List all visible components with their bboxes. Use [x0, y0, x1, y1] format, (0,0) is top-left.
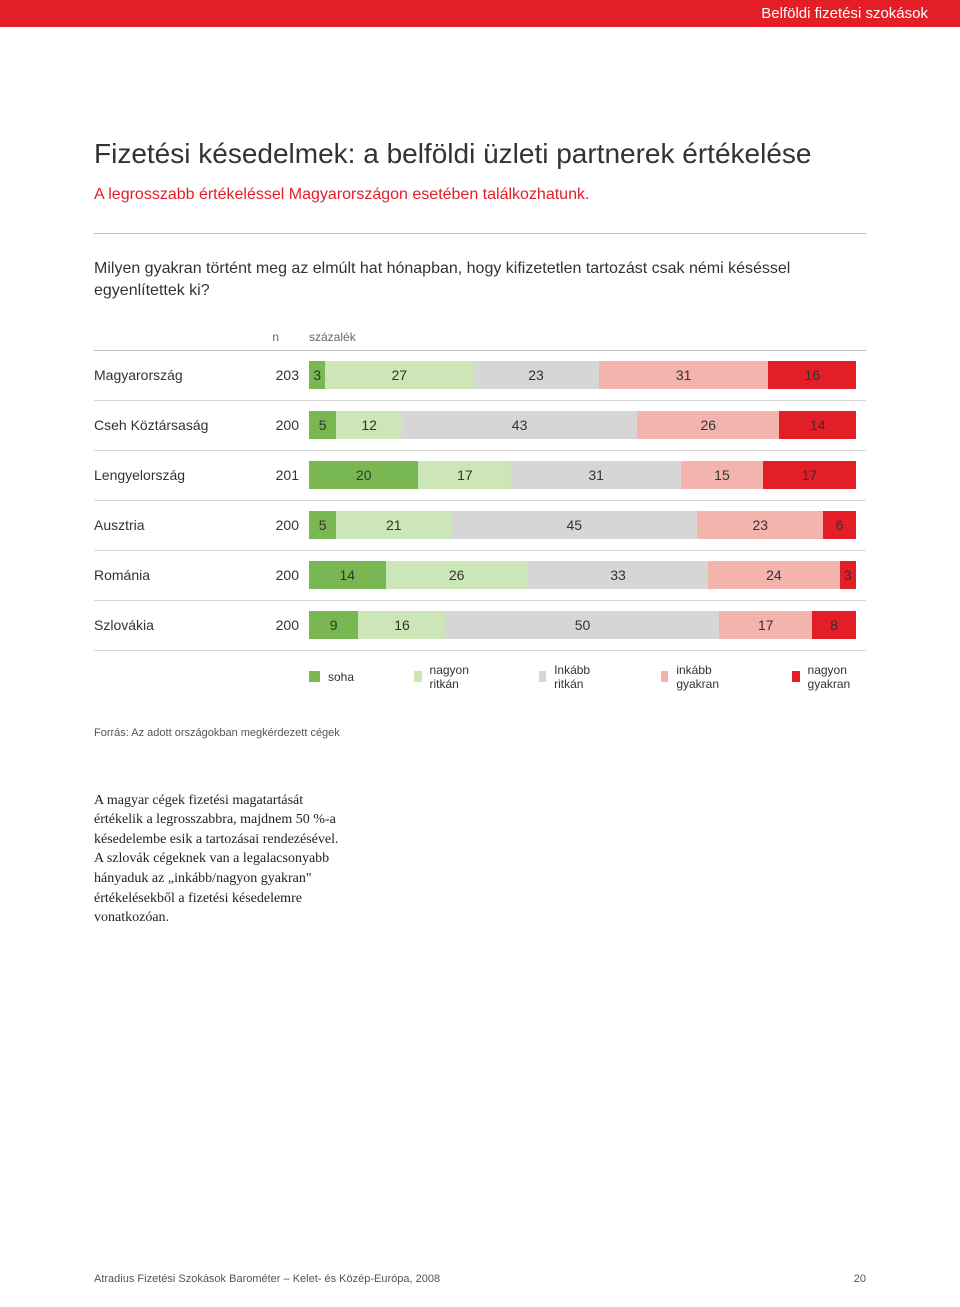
bar-segment: 26 — [637, 411, 779, 439]
bar-segment: 24 — [708, 561, 839, 589]
stacked-bar: 91650178 — [309, 611, 856, 639]
divider — [94, 233, 866, 234]
bar-wrap: 512432614 — [309, 411, 866, 439]
chart-legend: soha nagyon ritkán Inkább ritkán inkább gya… — [94, 663, 866, 691]
n-value: 200 — [264, 517, 309, 533]
bar-segment: 5 — [309, 511, 336, 539]
stacked-bar: 52145236 — [309, 511, 856, 539]
bar-segment: 33 — [528, 561, 709, 589]
chart-row: Cseh Köztársaság200512432614 — [94, 401, 866, 451]
bar-segment: 14 — [309, 561, 386, 589]
legend-label: Inkább ritkán — [554, 663, 601, 691]
stacked-bar: 512432614 — [309, 411, 856, 439]
page-title: Fizetési késedelmek: a belföldi üzleti p… — [94, 137, 866, 171]
bar-segment: 3 — [309, 361, 325, 389]
section-header: Belföldi fizetési szokások — [0, 0, 960, 27]
bar-segment: 17 — [418, 461, 511, 489]
chart-row: Ausztria20052145236 — [94, 501, 866, 551]
bar-segment: 9 — [309, 611, 358, 639]
chart-row: Szlovákia20091650178 — [94, 601, 866, 651]
chart-row: Románia200142633243 — [94, 551, 866, 601]
footer-page-number: 20 — [854, 1273, 866, 1285]
bar-segment: 8 — [812, 611, 856, 639]
bar-wrap: 91650178 — [309, 611, 866, 639]
bar-wrap: 2017311517 — [309, 461, 866, 489]
chart-source: Forrás: Az adott országokban megkérdezet… — [94, 727, 866, 739]
page-subtitle: A legrosszabb értékeléssel Magyarországo… — [94, 185, 866, 206]
legend-item: soha — [309, 670, 354, 684]
legend-swatch — [414, 671, 421, 682]
bar-segment: 23 — [697, 511, 823, 539]
country-label: Ausztria — [94, 517, 264, 533]
stacked-bar: 142633243 — [309, 561, 856, 589]
bar-wrap: 327233116 — [309, 361, 866, 389]
col-n-header: n — [94, 330, 289, 344]
bar-segment: 16 — [768, 361, 856, 389]
chart-header: n százalék — [94, 330, 866, 351]
col-pct-header: százalék — [289, 330, 866, 344]
chart-row: Magyarország203327233116 — [94, 351, 866, 401]
bar-segment: 21 — [336, 511, 451, 539]
legend-swatch — [661, 671, 669, 682]
bar-segment: 23 — [473, 361, 599, 389]
bar-wrap: 52145236 — [309, 511, 866, 539]
bar-segment: 5 — [309, 411, 336, 439]
stacked-bar-chart: n százalék Magyarország203327233116Cseh … — [94, 330, 866, 691]
bar-segment: 6 — [823, 511, 856, 539]
legend-swatch — [792, 671, 800, 682]
bar-segment: 14 — [779, 411, 856, 439]
bar-segment: 27 — [325, 361, 473, 389]
country-label: Magyarország — [94, 367, 264, 383]
body-copy: A magyar cégek fizetési magatartását ért… — [94, 791, 339, 928]
chart-row: Lengyelország2012017311517 — [94, 451, 866, 501]
legend-label: soha — [328, 670, 354, 684]
legend-label: nagyon ritkán — [430, 663, 479, 691]
survey-question: Milyen gyakran történt meg az elmúlt hat… — [94, 258, 814, 301]
stacked-bar: 327233116 — [309, 361, 856, 389]
bar-segment: 26 — [386, 561, 528, 589]
bar-segment: 50 — [446, 611, 720, 639]
country-label: Románia — [94, 567, 264, 583]
legend-item: nagyon gyakran — [792, 663, 866, 691]
bar-segment: 31 — [511, 461, 681, 489]
bar-segment: 12 — [336, 411, 402, 439]
bar-segment: 3 — [840, 561, 856, 589]
bar-segment: 43 — [402, 411, 637, 439]
country-label: Szlovákia — [94, 617, 264, 633]
legend-swatch — [309, 671, 320, 682]
bar-segment: 17 — [719, 611, 812, 639]
bar-segment: 16 — [358, 611, 446, 639]
n-value: 200 — [264, 417, 309, 433]
bar-segment: 15 — [681, 461, 763, 489]
legend-label: nagyon gyakran — [808, 663, 867, 691]
legend-item: inkább gyakran — [661, 663, 732, 691]
footer-left: Atradius Fizetési Szokások Barométer – K… — [94, 1273, 440, 1285]
n-value: 200 — [264, 567, 309, 583]
country-label: Lengyelország — [94, 467, 264, 483]
n-value: 201 — [264, 467, 309, 483]
bar-wrap: 142633243 — [309, 561, 866, 589]
bar-segment: 20 — [309, 461, 418, 489]
page-footer: Atradius Fizetési Szokások Barométer – K… — [94, 1273, 866, 1285]
section-label: Belföldi fizetési szokások — [761, 5, 928, 22]
country-label: Cseh Köztársaság — [94, 417, 264, 433]
legend-item: nagyon ritkán — [414, 663, 479, 691]
n-value: 200 — [264, 617, 309, 633]
bar-segment: 17 — [763, 461, 856, 489]
stacked-bar: 2017311517 — [309, 461, 856, 489]
legend-item: Inkább ritkán — [539, 663, 601, 691]
legend-swatch — [539, 671, 546, 682]
bar-segment: 45 — [451, 511, 697, 539]
bar-segment: 31 — [599, 361, 769, 389]
n-value: 203 — [264, 367, 309, 383]
legend-label: inkább gyakran — [676, 663, 732, 691]
